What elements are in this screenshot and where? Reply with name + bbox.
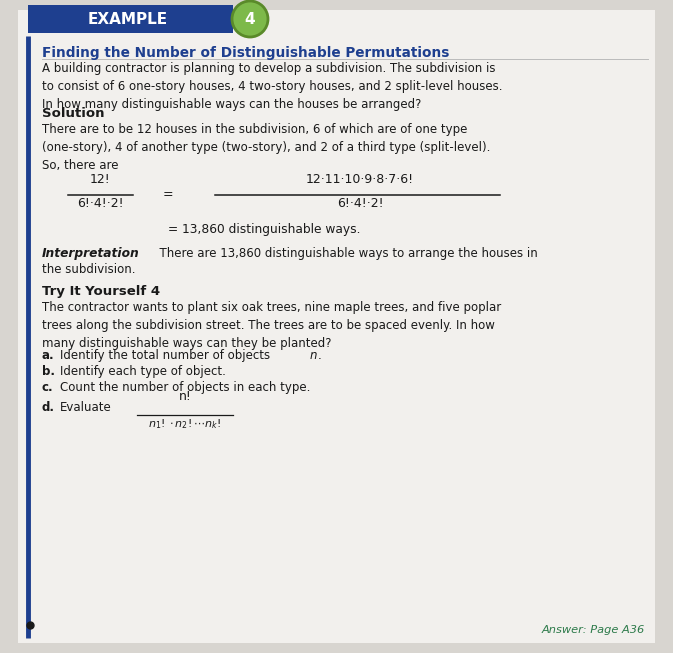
Text: =: = <box>163 189 174 202</box>
Text: Interpretation: Interpretation <box>42 247 140 260</box>
Text: b.: b. <box>42 365 55 378</box>
Text: Try It Yourself 4: Try It Yourself 4 <box>42 285 160 298</box>
Text: d.: d. <box>42 401 55 414</box>
Text: Solution: Solution <box>42 107 104 120</box>
Text: 6!·4!·2!: 6!·4!·2! <box>77 197 123 210</box>
Text: Identify each type of object.: Identify each type of object. <box>60 365 226 378</box>
Circle shape <box>232 1 268 37</box>
Text: a.: a. <box>42 349 55 362</box>
Text: A building contractor is planning to develop a subdivision. The subdivision is
t: A building contractor is planning to dev… <box>42 62 503 111</box>
Text: There are to be 12 houses in the subdivision, 6 of which are of one type
(one-st: There are to be 12 houses in the subdivi… <box>42 123 491 172</box>
Text: $n_1!\cdot n_2!\cdots n_k!$: $n_1!\cdot n_2!\cdots n_k!$ <box>148 417 221 431</box>
Text: 12!: 12! <box>90 173 110 186</box>
Text: 6!·4!·2!: 6!·4!·2! <box>336 197 384 210</box>
Text: Finding the Number of Distinguishable Permutations: Finding the Number of Distinguishable Pe… <box>42 46 450 60</box>
Text: n!: n! <box>178 390 191 403</box>
Text: .: . <box>318 349 322 362</box>
Text: n: n <box>310 349 318 362</box>
Text: 12·11·10·9·8·7·6!: 12·11·10·9·8·7·6! <box>306 173 414 186</box>
Text: c.: c. <box>42 381 54 394</box>
FancyBboxPatch shape <box>18 10 655 643</box>
Text: Count the number of objects in each type.: Count the number of objects in each type… <box>60 381 310 394</box>
FancyBboxPatch shape <box>28 5 233 33</box>
Text: Identify the total number of objects: Identify the total number of objects <box>60 349 274 362</box>
Text: There are 13,860 distinguishable ways to arrange the houses in: There are 13,860 distinguishable ways to… <box>152 247 538 260</box>
Text: 4: 4 <box>245 12 255 27</box>
Text: the subdivision.: the subdivision. <box>42 263 135 276</box>
Text: Evaluate: Evaluate <box>60 401 112 414</box>
Text: Answer: Page A36: Answer: Page A36 <box>542 625 645 635</box>
Text: = 13,860 distinguishable ways.: = 13,860 distinguishable ways. <box>168 223 361 236</box>
Text: The contractor wants to plant six oak trees, nine maple trees, and five poplar
t: The contractor wants to plant six oak tr… <box>42 301 501 350</box>
Text: EXAMPLE: EXAMPLE <box>88 12 168 27</box>
